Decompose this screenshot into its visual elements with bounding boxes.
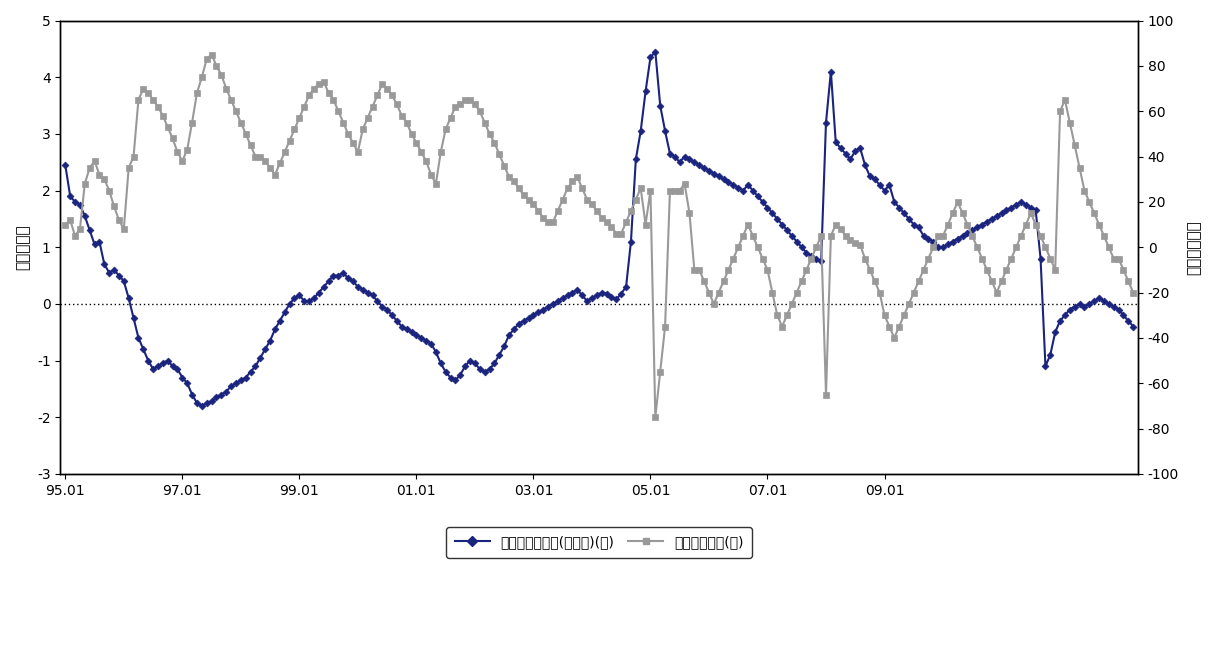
- Legend: 전기동선물가격(표준화)(좌), 목표재고수준(우): 전기동선물가격(표준화)(좌), 목표재고수준(우): [446, 527, 751, 557]
- Y-axis label: 표준화가격: 표준화가격: [15, 224, 30, 270]
- Y-axis label: 목표재고일수: 목표재고일수: [1186, 220, 1201, 275]
